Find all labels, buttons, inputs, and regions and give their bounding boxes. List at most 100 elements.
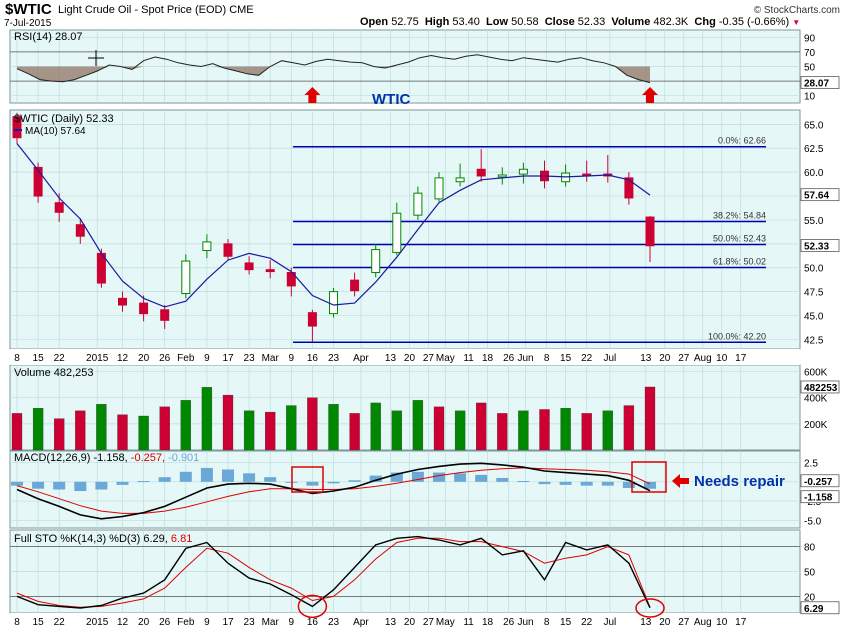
crosshair-icon [88, 50, 104, 66]
chart-date: 7-Jul-2015 [4, 18, 52, 29]
x-tick-label-top: 20 [404, 353, 416, 364]
macd-histogram-bar [517, 481, 530, 483]
sto-k-line [16, 535, 651, 609]
volume-bar [476, 402, 487, 451]
volume-bar [32, 408, 44, 451]
candle-body [54, 202, 64, 213]
rsi-value-label-box [800, 76, 840, 89]
macd-title-part: -1.158, [90, 452, 127, 464]
sto-title-part: 6.81 [168, 533, 192, 545]
x-tick-label-top: 16 [307, 353, 319, 364]
volume-value: 482.3K [653, 16, 689, 28]
candle-body [434, 177, 444, 200]
x-tick-label-bottom: 17 [735, 617, 747, 628]
macd-histogram-bar [644, 481, 656, 489]
macd-line [16, 462, 651, 520]
price-last-value-label-box [800, 239, 840, 252]
macd-histogram-bar [601, 481, 614, 486]
ohlc-readout: Open 52.75 High 53.40 Low 50.58 Close 52… [360, 16, 800, 28]
x-tick-label-top: 22 [581, 353, 593, 364]
macd-histogram-bar [411, 471, 424, 482]
x-tick-label-bottom: Mar [262, 617, 280, 628]
macd-histogram-bar [74, 481, 87, 492]
sto-value-label-box [800, 601, 840, 615]
low-value: 50.58 [511, 16, 539, 28]
x-tick-label-bottom: 16 [307, 617, 319, 628]
volume-value-label-box [800, 380, 840, 394]
x-tick-label-top: 9 [289, 353, 295, 364]
volume-y-tick: 400K [804, 394, 828, 405]
fib-level-label: 50.0%: 52.43 [713, 234, 766, 244]
candle-body [307, 312, 317, 327]
rsi-value-label: 28.07 [804, 79, 829, 90]
volume-bar [265, 411, 276, 451]
price-y-tick: 42.5 [804, 335, 824, 346]
sto-y-tick: 50 [804, 568, 816, 579]
candle-body [33, 166, 43, 197]
price-last-value-label: 52.33 [804, 241, 829, 252]
macd-title: MACD(12,26,9) -1.158, -0.257, -0.901 [14, 452, 199, 464]
x-tick-label-bottom: Jun [517, 617, 533, 628]
open-label: Open [360, 16, 389, 28]
volume-title: Volume 482,253 [14, 367, 94, 379]
macd-histogram-bar [116, 481, 129, 485]
x-tick-label-bottom: 20 [138, 617, 150, 628]
x-tick-label-bottom: Feb [177, 617, 195, 628]
macd-histogram-bar [390, 472, 403, 482]
sto-value-label: 6.29 [804, 604, 824, 615]
candle-body [455, 177, 465, 183]
sto-title-part: 6.29, [140, 533, 168, 545]
x-tick-label-top: 22 [54, 353, 66, 364]
x-tick-label-top: 10 [716, 353, 728, 364]
macd-histogram-bar [137, 481, 150, 483]
volume-bar [307, 397, 318, 451]
x-tick-label-bottom: 8 [14, 617, 20, 628]
macd-histogram-bar [559, 481, 572, 485]
x-tick-label-top: 26 [503, 353, 515, 364]
volume-bar [454, 410, 466, 451]
high-value: 53.40 [452, 16, 480, 28]
volume-bar [518, 410, 529, 451]
x-tick-label-top: 26 [159, 353, 171, 364]
candle-body [139, 302, 149, 315]
ma10-line [16, 143, 651, 308]
panel-price [9, 109, 801, 350]
candle-body [329, 291, 338, 315]
volume-bar [412, 400, 424, 451]
rsi-annotation-text: WTIC [372, 91, 410, 108]
x-tick-label-bottom: 8 [544, 617, 550, 628]
volume-bar [581, 413, 592, 451]
volume-bar [539, 409, 550, 451]
x-tick-label-top: 2015 [86, 353, 109, 364]
macd-value-label-box [800, 490, 840, 504]
x-tick-label-bottom: 11 [463, 617, 474, 628]
macd-histogram-bar [11, 481, 23, 486]
x-tick-label-top: 12 [117, 353, 129, 364]
candle-body [624, 177, 634, 199]
macd-histogram-bar [369, 475, 382, 482]
macd-title-part: -0.901 [165, 452, 199, 464]
x-tick-label-bottom: 27 [678, 617, 690, 628]
macd-highlight-box [631, 461, 667, 493]
candle-body [413, 192, 423, 216]
candle-body [160, 309, 170, 321]
x-tick-label-top: Feb [177, 353, 195, 364]
candle-body [202, 241, 212, 252]
x-tick-label-bottom: 27 [423, 617, 435, 628]
volume-bar [117, 414, 128, 451]
macd-histogram-bar [348, 480, 361, 482]
price-title: $WTIC (Daily) 52.33 [14, 113, 114, 125]
x-tick-label-top: 23 [244, 353, 256, 364]
x-tick-label-top: 8 [14, 353, 20, 364]
macd-histogram-bar [538, 481, 551, 485]
candle-body [181, 260, 191, 295]
price-y-tick: 45.0 [804, 312, 824, 323]
close-label: Close [544, 16, 575, 28]
rsi-y-tick: 10 [804, 92, 816, 103]
volume-value-label: 482253 [804, 383, 838, 394]
candle-body [497, 174, 507, 178]
rsi-y-tick: 90 [804, 33, 816, 44]
x-tick-label-bottom: 17 [222, 617, 234, 628]
x-tick-label-bottom: 23 [244, 617, 256, 628]
volume-bar [138, 415, 149, 451]
